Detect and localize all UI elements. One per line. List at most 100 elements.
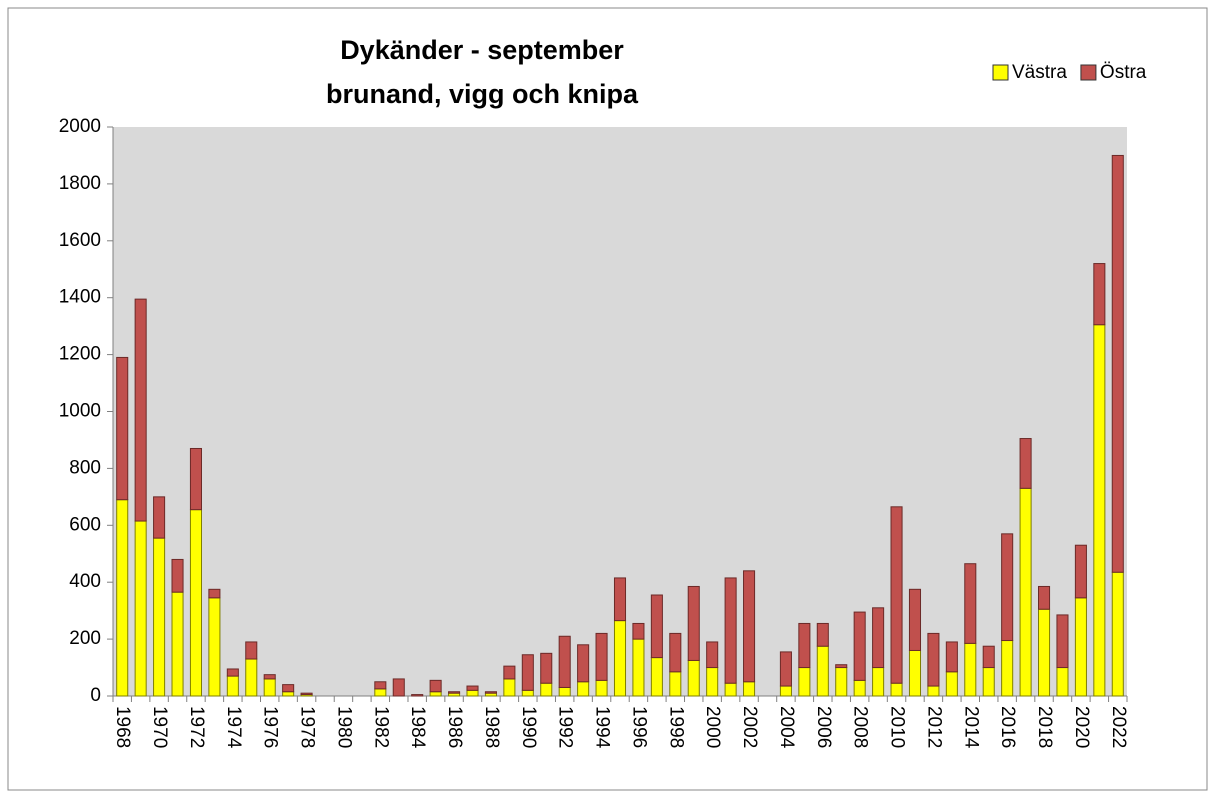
- bar-segment: [171, 591, 184, 697]
- y-tick-label: 0: [90, 685, 101, 706]
- bar-segment: [1093, 263, 1106, 326]
- bar-segment: [669, 632, 682, 673]
- bar-segment: [245, 658, 258, 697]
- legend-label: Västra: [1012, 62, 1067, 83]
- bar-segment: [890, 506, 903, 684]
- bar-segment: [724, 577, 737, 684]
- y-tick-label: 1000: [59, 401, 101, 422]
- x-tick-label: 1968: [112, 706, 133, 748]
- bar-segment: [577, 644, 590, 683]
- y-tick-label: 1400: [59, 287, 101, 308]
- x-tick-label: 1996: [628, 706, 649, 748]
- bar-segment: [558, 635, 571, 688]
- bar-segment: [577, 681, 590, 697]
- bar-segment: [835, 664, 848, 669]
- x-tick-label: 1980: [333, 706, 354, 748]
- bar-segment: [595, 632, 608, 681]
- bar-segment: [153, 496, 166, 539]
- bar-segment: [153, 537, 166, 697]
- bar-segment: [503, 665, 516, 680]
- x-tick-label: 1982: [370, 706, 391, 748]
- bar-segment: [1111, 571, 1124, 697]
- bar-segment: [1001, 640, 1014, 697]
- bar-segment: [226, 668, 239, 677]
- bar-segment: [982, 667, 995, 697]
- chart-title: brunand, vigg och knipa: [326, 79, 639, 109]
- bar-segment: [466, 685, 479, 691]
- y-tick-label: 400: [69, 571, 101, 592]
- bar-segment: [1111, 154, 1124, 573]
- bar-segment: [650, 657, 663, 697]
- bar-segment: [282, 691, 295, 697]
- bar-segment: [835, 667, 848, 697]
- bar-segment: [558, 686, 571, 697]
- bar-segment: [1056, 614, 1069, 669]
- bar-segment: [632, 622, 645, 640]
- bar-segment: [1038, 608, 1051, 697]
- bar-segment: [189, 509, 202, 697]
- bar-segment: [669, 671, 682, 697]
- bar-segment: [466, 689, 479, 697]
- bar-segment: [300, 692, 313, 696]
- bar-segment: [116, 356, 129, 501]
- bar-segment: [743, 681, 756, 697]
- x-tick-label: 2022: [1108, 706, 1129, 748]
- bar-segment: [779, 651, 792, 687]
- bar-segment: [853, 611, 866, 681]
- x-tick-label: 1978: [297, 706, 318, 748]
- x-tick-label: 2020: [1071, 706, 1092, 748]
- y-tick-label: 200: [69, 628, 101, 649]
- bar-segment: [189, 447, 202, 511]
- bar-segment: [429, 679, 442, 693]
- bar-segment: [706, 667, 719, 697]
- bar-segment: [1038, 585, 1051, 610]
- bar-segment: [429, 691, 442, 697]
- bar-segment: [890, 682, 903, 697]
- bar-segment: [982, 645, 995, 669]
- bar-segment: [853, 679, 866, 697]
- bar-segment: [687, 585, 700, 661]
- y-tick-label: 1800: [59, 173, 101, 194]
- bar-segment: [134, 520, 147, 697]
- bar-segment: [521, 689, 534, 697]
- bar-segment: [872, 607, 885, 669]
- bar-segment: [816, 645, 829, 697]
- y-tick-label: 1600: [59, 230, 101, 251]
- x-tick-label: 2018: [1034, 706, 1055, 748]
- bar-segment: [171, 558, 184, 593]
- bar-segment: [208, 597, 221, 697]
- x-tick-label: 1986: [444, 706, 465, 748]
- bar-segment: [964, 563, 977, 644]
- x-tick-label: 1972: [186, 706, 207, 748]
- bar-segment: [116, 499, 129, 697]
- bar-segment: [1074, 544, 1087, 599]
- bar-segment: [798, 622, 811, 669]
- bar-segment: [411, 694, 424, 697]
- x-tick-label: 1976: [260, 706, 281, 748]
- x-tick-label: 2014: [960, 706, 981, 749]
- chart-title: Dykänder - september: [340, 35, 624, 65]
- legend-swatch: [1080, 64, 1097, 81]
- bar-segment: [263, 678, 276, 697]
- bar-segment: [374, 688, 387, 697]
- y-tick-label: 2000: [59, 116, 101, 137]
- bar-segment: [1074, 597, 1087, 697]
- legend-swatch: [992, 64, 1009, 81]
- x-tick-label: 2008: [850, 706, 871, 748]
- y-tick-label: 1200: [59, 344, 101, 365]
- y-tick-label: 800: [69, 457, 101, 478]
- bar-segment: [595, 679, 608, 697]
- bar-segment: [779, 685, 792, 697]
- bar-segment: [392, 678, 405, 697]
- bar-segment: [650, 594, 663, 659]
- bar-segment: [872, 667, 885, 697]
- bar-segment: [540, 682, 553, 697]
- x-tick-label: 1974: [223, 706, 244, 749]
- x-tick-label: 1994: [592, 706, 613, 749]
- x-tick-label: 1998: [665, 706, 686, 748]
- bar-segment: [245, 641, 258, 660]
- bar-segment: [521, 654, 534, 691]
- legend-label: Östra: [1100, 62, 1147, 83]
- bar-segment: [927, 685, 940, 697]
